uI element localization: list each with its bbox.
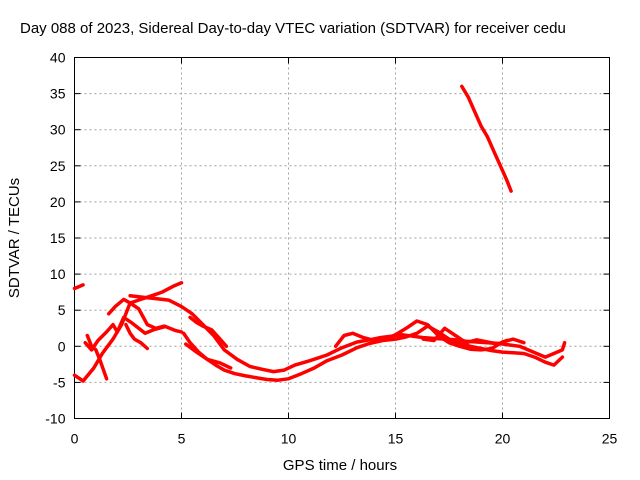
y-axis-label: SDTVAR / TECUs: [6, 178, 23, 298]
x-tick-label: 5: [178, 431, 186, 447]
chart-title: Day 088 of 2023, Sidereal Day-to-day VTE…: [20, 20, 566, 37]
series-track-d: [85, 333, 109, 381]
y-tick-label: 30: [50, 122, 66, 138]
series-track-k: [333, 319, 526, 352]
series-track-a: [72, 283, 85, 291]
series-track-e: [106, 297, 184, 334]
y-tick-label: 25: [50, 158, 66, 174]
x-axis-label: GPS time / hours: [283, 457, 397, 474]
y-tick-label: 0: [58, 338, 66, 354]
x-tick-label: 0: [71, 431, 79, 447]
y-tick-label: -10: [45, 411, 65, 427]
y-tick-label: 40: [50, 50, 66, 66]
series-track-i: [184, 342, 233, 370]
series-track-b: [72, 281, 184, 383]
series-layer: [72, 84, 567, 383]
series-track-c: [83, 315, 167, 352]
series-track-l: [421, 326, 509, 346]
x-tick-label: 10: [281, 431, 297, 447]
series-track-j: [188, 315, 229, 349]
series-track-f: [124, 322, 150, 351]
x-tick-label: 20: [495, 431, 511, 447]
grid-layer: [74, 57, 610, 419]
tick-layer: -10 -5 0 5 10 15 20 25 30 35 40 0 5 10 15 20 25: [45, 50, 617, 447]
series-track-m: [460, 84, 513, 193]
x-tick-label: 25: [602, 431, 618, 447]
y-tick-label: -5: [53, 374, 66, 390]
series-track-h: [181, 324, 565, 382]
x-tick-label: 15: [388, 431, 404, 447]
y-tick-label: 35: [50, 86, 66, 102]
y-tick-label: 10: [50, 266, 66, 282]
y-tick-label: 5: [58, 302, 66, 318]
y-tick-label: 20: [50, 194, 66, 210]
y-tick-label: 15: [50, 230, 66, 246]
